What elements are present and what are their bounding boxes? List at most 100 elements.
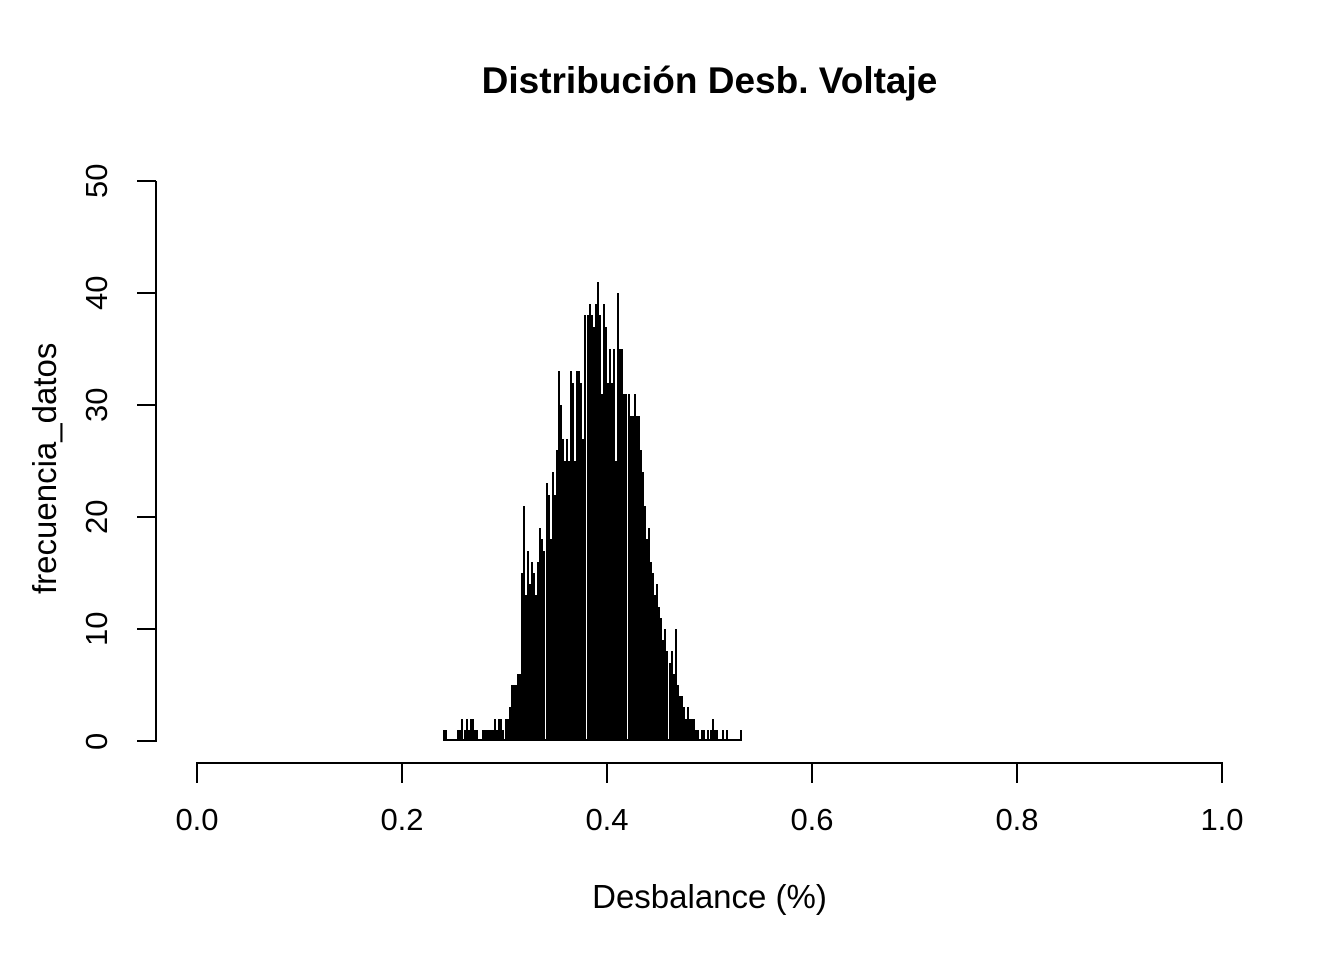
histogram-bar (693, 718, 696, 741)
histogram-bar (496, 729, 499, 741)
histogram-bar (664, 629, 667, 741)
histogram-bar (590, 315, 593, 741)
histogram-bar (703, 729, 706, 741)
y-tick-label: 40 (79, 275, 114, 311)
histogram-bar (674, 629, 677, 741)
histogram-bar (594, 304, 597, 741)
histogram-bar (494, 718, 497, 741)
histogram-bar (660, 617, 663, 741)
histogram-bar (586, 315, 589, 741)
y-tick (137, 740, 156, 742)
histogram-bar (582, 438, 585, 741)
histogram-bar (615, 461, 618, 741)
histogram-bar (598, 315, 601, 741)
x-tick (196, 764, 198, 783)
histogram-bar (691, 718, 694, 741)
x-tick-label: 0.2 (380, 802, 424, 837)
histogram-bar (658, 606, 661, 741)
histogram-bar (670, 651, 673, 741)
x-axis-line (196, 762, 1223, 764)
histogram-bar (715, 729, 718, 741)
histogram-bar (561, 438, 564, 741)
histogram-bar (602, 304, 605, 741)
y-tick-label: 50 (79, 163, 114, 199)
histogram-bar (457, 729, 460, 741)
histogram-bar (654, 595, 657, 741)
histogram-bar (711, 718, 714, 741)
histogram-bar (531, 561, 534, 741)
histogram-bar (645, 539, 648, 741)
histogram-bar (461, 718, 464, 741)
histogram-bar (492, 729, 495, 741)
histogram-bar (725, 729, 728, 741)
histogram-bar (529, 584, 532, 741)
histogram-bar (563, 461, 566, 741)
histogram-bar (648, 528, 651, 741)
histogram-bar (498, 718, 501, 741)
histogram-bar (510, 685, 513, 741)
histogram-bar (512, 685, 515, 741)
histogram-bar (545, 483, 548, 741)
histogram-bar (596, 281, 599, 741)
histogram-bar (682, 707, 685, 741)
histogram-bar (525, 595, 528, 741)
histogram-bar (676, 685, 679, 741)
x-tick-label: 0.0 (175, 802, 219, 837)
histogram-bar (697, 729, 700, 741)
histogram-bar (621, 349, 624, 741)
histogram-bar (678, 696, 681, 741)
histogram-bar (633, 393, 636, 741)
histogram-bar (465, 718, 468, 741)
histogram-bar (713, 729, 716, 741)
histogram-bar (533, 573, 536, 741)
histogram-bar (553, 494, 556, 741)
y-tick (137, 516, 156, 518)
histogram-bar (629, 416, 632, 741)
histogram-bar (539, 528, 542, 741)
plot-title: Distribución Desb. Voltaje (481, 60, 938, 101)
histogram-bar (504, 718, 507, 741)
histogram-bar (639, 449, 642, 741)
histogram-bar (662, 640, 665, 741)
histogram-bar (475, 729, 478, 741)
y-tick (137, 292, 156, 294)
histogram-bar (445, 729, 448, 741)
y-tick-label: 10 (79, 611, 114, 647)
y-tick-label: 0 (79, 732, 114, 750)
y-tick (137, 628, 156, 630)
histogram-bar (543, 550, 546, 741)
histogram-bar (611, 382, 614, 741)
x-tick-label: 1.0 (1200, 802, 1244, 837)
histogram-bar (559, 405, 562, 741)
histogram-bar (566, 438, 569, 741)
histogram-bar (535, 595, 538, 741)
histogram-bar (463, 729, 466, 741)
histogram-bar (518, 673, 521, 741)
histogram-bar (508, 707, 511, 741)
histogram-bar (469, 718, 472, 741)
histogram-bar (459, 729, 462, 741)
histogram-bar (666, 651, 669, 741)
histogram-bar (488, 729, 491, 741)
x-tick-label: 0.6 (790, 802, 834, 837)
histogram-bar (490, 729, 493, 741)
x-tick (1016, 764, 1018, 783)
histogram-bar (527, 550, 530, 741)
histogram-bar (631, 416, 634, 741)
y-axis-line (155, 181, 157, 742)
histogram-bar (557, 371, 560, 741)
histogram-bar (668, 662, 671, 741)
y-tick (137, 404, 156, 406)
histogram-bar (500, 718, 503, 741)
histogram-bar (547, 494, 550, 741)
histogram-bar (637, 416, 640, 741)
histogram-bar (471, 718, 474, 741)
histogram-bar (672, 673, 675, 741)
histogram-bar (689, 718, 692, 741)
histogram-bar (514, 685, 517, 741)
histogram-bar (443, 729, 446, 741)
histogram-bar (613, 349, 616, 741)
histogram-bar (623, 393, 626, 741)
histogram-bar (641, 472, 644, 741)
histogram-bar (600, 393, 603, 741)
